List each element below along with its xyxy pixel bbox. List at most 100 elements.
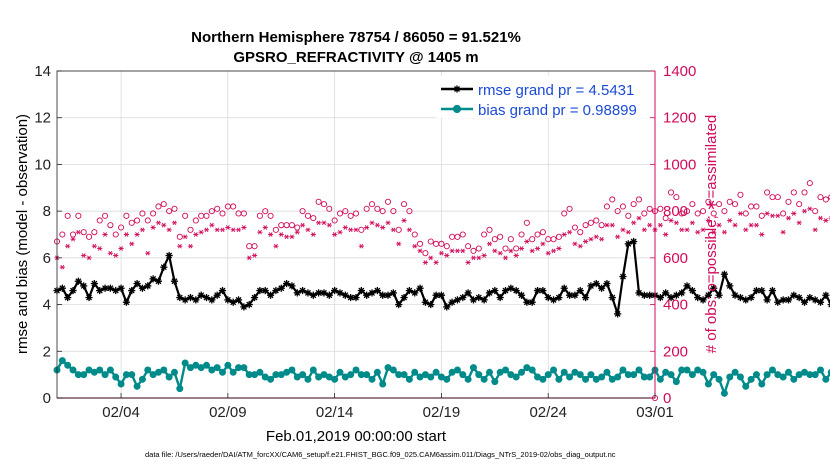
- assimilated-obs-point: [695, 229, 701, 235]
- bias-point: [736, 373, 744, 381]
- bias-point: [80, 371, 88, 379]
- possible-obs-point: [817, 194, 824, 201]
- x-tick-label: 02/14: [316, 404, 354, 421]
- rmse-point: [357, 286, 365, 295]
- rmse-point: [395, 300, 403, 309]
- possible-obs-point: [630, 201, 637, 208]
- assimilated-obs-point: [732, 222, 738, 228]
- assimilated-obs-point: [620, 227, 626, 233]
- possible-obs-point: [262, 208, 269, 215]
- assimilated-obs-point: [604, 222, 610, 228]
- assimilated-obs-point: [497, 250, 503, 256]
- assimilated-obs-point: [177, 243, 183, 249]
- assimilated-obs-point: [625, 229, 631, 235]
- rmse-point: [160, 263, 168, 271]
- bias-point: [512, 373, 520, 381]
- possible-obs-point: [155, 203, 162, 210]
- possible-obs-point: [683, 208, 691, 215]
- assimilated-obs-point: [807, 206, 813, 212]
- rmse-point: [779, 296, 787, 304]
- assimilated-obs-point: [641, 227, 647, 233]
- bias-point: [688, 371, 696, 379]
- possible-obs-point: [721, 208, 728, 215]
- bias-point: [485, 368, 493, 376]
- rmse-point: [165, 251, 173, 260]
- assimilated-obs-point: [209, 222, 215, 228]
- assimilated-obs-point: [518, 246, 525, 251]
- right-y-tick-label: 600: [663, 250, 688, 267]
- assimilated-obs-point: [775, 213, 781, 219]
- assimilated-obs-point: [545, 250, 551, 256]
- possible-obs-point: [678, 210, 685, 217]
- rmse-point: [405, 286, 413, 295]
- rmse-point: [384, 291, 392, 299]
- possible-obs-point: [609, 196, 616, 203]
- rmse-point: [122, 298, 131, 306]
- bias-point: [763, 371, 771, 379]
- assimilated-obs-point: [129, 241, 135, 247]
- assimilated-obs-point: [118, 246, 124, 251]
- possible-obs-point: [523, 219, 530, 226]
- bias-point: [731, 368, 739, 376]
- bias-point: [630, 371, 638, 379]
- bias-point: [683, 366, 691, 374]
- possible-obs-point: [401, 201, 408, 208]
- rmse-point: [117, 284, 125, 292]
- possible-obs-point: [294, 224, 301, 231]
- assimilated-obs-point: [166, 227, 172, 233]
- assimilated-obs-point: [134, 232, 140, 237]
- bias-point: [379, 380, 387, 388]
- bias-point: [598, 373, 606, 381]
- right-y-tick-label: 1400: [663, 63, 696, 80]
- rmse-point: [224, 296, 232, 304]
- bias-point: [715, 375, 723, 383]
- rmse-point: [106, 284, 114, 292]
- bias-point: [768, 366, 776, 374]
- assimilated-obs-point: [556, 246, 562, 251]
- assimilated-obs-point: [385, 220, 391, 226]
- bias-point: [405, 375, 413, 383]
- assimilated-obs-point: [59, 264, 65, 270]
- possible-obs-point: [534, 231, 541, 238]
- rmse-point: [517, 291, 526, 299]
- possible-obs-point: [374, 205, 381, 212]
- bias-point: [176, 385, 184, 393]
- assimilated-obs-point: [406, 227, 412, 233]
- possible-obs-point: [299, 208, 306, 215]
- possible-obs-point: [80, 229, 87, 236]
- bias-point: [667, 371, 675, 379]
- possible-obs-point: [214, 205, 221, 212]
- bias-point: [432, 368, 440, 376]
- assimilated-obs-point: [615, 234, 621, 240]
- rmse-point: [304, 289, 312, 297]
- rmse-point: [480, 296, 488, 304]
- possible-obs-point: [150, 210, 157, 217]
- bias-point: [224, 361, 232, 369]
- assimilated-obs-point: [364, 225, 370, 230]
- possible-obs-point: [336, 210, 344, 217]
- bias-point: [96, 366, 104, 374]
- assimilated-obs-point: [753, 222, 760, 228]
- bias-point: [555, 375, 563, 383]
- bias-point: [309, 366, 317, 374]
- rmse-point: [192, 296, 200, 304]
- rmse-point: [699, 296, 707, 304]
- rmse-point: [74, 277, 82, 285]
- rmse-point: [475, 293, 483, 302]
- right-y-tick-label: 1200: [663, 110, 696, 127]
- bias-point: [539, 375, 547, 383]
- possible-obs-point: [705, 198, 712, 205]
- rmse-point: [501, 286, 510, 295]
- possible-obs-point: [304, 212, 311, 219]
- bias-point: [560, 368, 568, 376]
- rmse-point: [448, 298, 456, 306]
- rmse-point: [795, 293, 803, 302]
- possible-obs-point: [139, 210, 146, 217]
- rmse-point: [96, 286, 104, 295]
- bias-point: [389, 366, 397, 374]
- rmse-point: [208, 296, 216, 304]
- possible-obs-point: [144, 217, 151, 224]
- rmse-point: [261, 286, 269, 295]
- rmse-point: [186, 293, 195, 302]
- rmse-point: [58, 284, 66, 292]
